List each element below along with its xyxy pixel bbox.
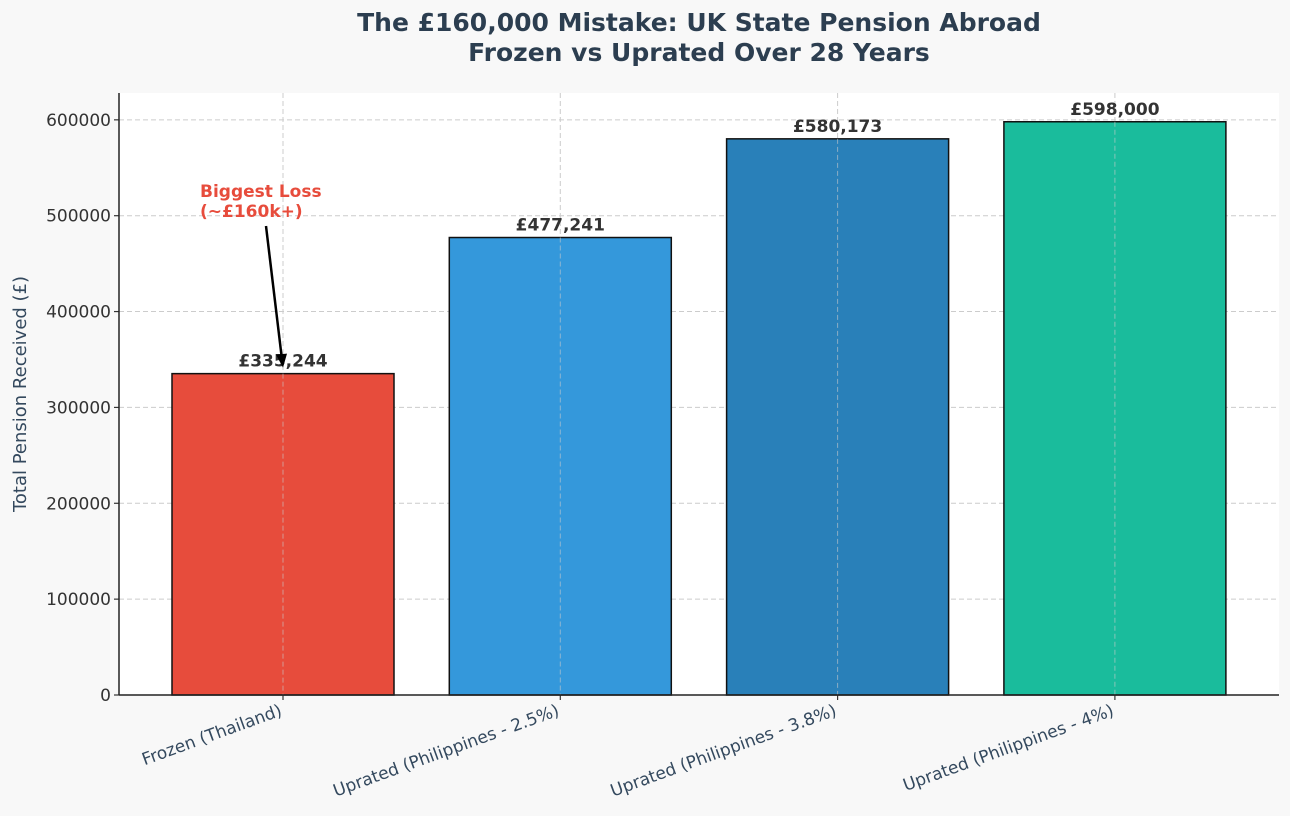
y-tick-label: 0 (100, 686, 111, 706)
bar-3 (1003, 121, 1227, 696)
annotation-text: (~£160k+) (200, 202, 303, 222)
y-tick-label: 500000 (46, 207, 111, 227)
annotation-text: Biggest Loss (200, 182, 322, 202)
bar-value-label: £580,173 (793, 117, 882, 137)
chart-title-line-2: Frozen vs Uprated Over 28 Years (468, 38, 930, 67)
bar-value-label: £477,241 (516, 216, 605, 236)
bar-value-label: £598,000 (1070, 100, 1159, 120)
x-tick-label: Uprated (Philippines - 3.8%) (608, 701, 839, 802)
y-tick-label: 100000 (46, 590, 111, 610)
chart-title-line-1: The £160,000 Mistake: UK State Pension A… (357, 8, 1041, 37)
annotation-arrow (264, 225, 284, 360)
y-tick-label: 600000 (46, 111, 111, 131)
y-axis-label: Total Pension Received (£) (10, 276, 31, 513)
y-tick-label: 400000 (46, 303, 111, 323)
x-tick-label: Uprated (Philippines - 2.5%) (331, 701, 562, 802)
arrowhead-icon (276, 353, 287, 368)
y-tick-label: 300000 (46, 398, 111, 418)
x-tick-label: Uprated (Philippines - 4%) (900, 701, 1116, 796)
x-tick-label: Frozen (Thailand) (139, 701, 284, 770)
y-tick-label: 200000 (46, 494, 111, 514)
